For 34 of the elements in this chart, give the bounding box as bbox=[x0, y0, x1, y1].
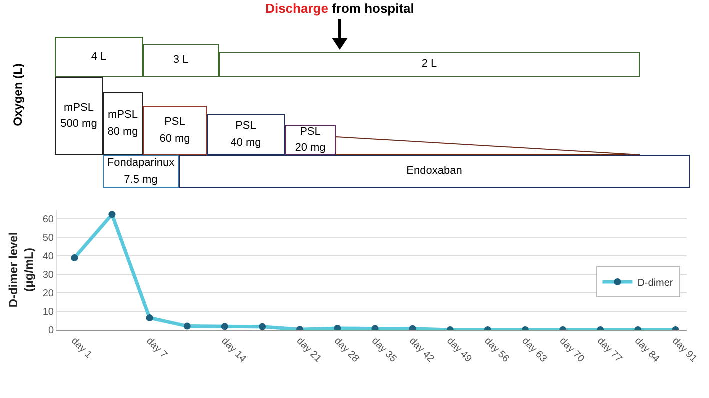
x-tick-label: day 42 bbox=[407, 336, 436, 366]
legend-label: D-dimer bbox=[638, 278, 674, 289]
drug-box: Fondaparinux 7.5 mg bbox=[103, 155, 179, 188]
x-tick-label: day 1 bbox=[69, 336, 94, 362]
dose-box: PSL 60 mg bbox=[143, 106, 207, 155]
x-tick-label: day 35 bbox=[370, 336, 399, 366]
x-tick-label: day 21 bbox=[294, 336, 324, 366]
x-tick-label: day 70 bbox=[557, 336, 587, 366]
text: Discharge from hospital bbox=[264, 1, 416, 16]
y-tick-label: 10 bbox=[42, 307, 54, 318]
dose-box: mPSL 500 mg bbox=[55, 77, 103, 155]
x-tick-label: day 56 bbox=[482, 336, 512, 366]
y-axis-title: D-dimer level (μg/mL) bbox=[6, 232, 36, 308]
x-tick-label: day 84 bbox=[632, 336, 662, 366]
y-tick-label: 40 bbox=[42, 252, 54, 263]
x-tick-label: day 77 bbox=[594, 336, 624, 366]
x-tick-label: day 63 bbox=[520, 336, 550, 366]
x-tick-label: day 91 bbox=[670, 336, 700, 366]
x-tick-label: day 28 bbox=[332, 336, 362, 366]
oxygen-box: 3 L bbox=[143, 44, 219, 77]
oxygen-box: 2 L bbox=[219, 52, 640, 77]
x-tick-label: day 49 bbox=[444, 336, 474, 366]
y-tick-label: 30 bbox=[42, 270, 54, 282]
y-tick-label: 50 bbox=[42, 233, 54, 244]
text: Oxygen (L) bbox=[11, 62, 25, 128]
y-tick-label: 0 bbox=[48, 326, 54, 336]
oxygen-box: 4 L bbox=[55, 37, 143, 77]
x-tick-label: day 14 bbox=[219, 336, 249, 366]
y-tick-label: 20 bbox=[42, 288, 54, 300]
x-tick-label: day 7 bbox=[144, 336, 170, 362]
dose-box: PSL 40 mg bbox=[207, 114, 285, 155]
dose-box: PSL 20 mg bbox=[285, 125, 336, 155]
dose-box: mPSL 80 mg bbox=[103, 92, 143, 155]
y-tick-label: 60 bbox=[42, 214, 54, 226]
